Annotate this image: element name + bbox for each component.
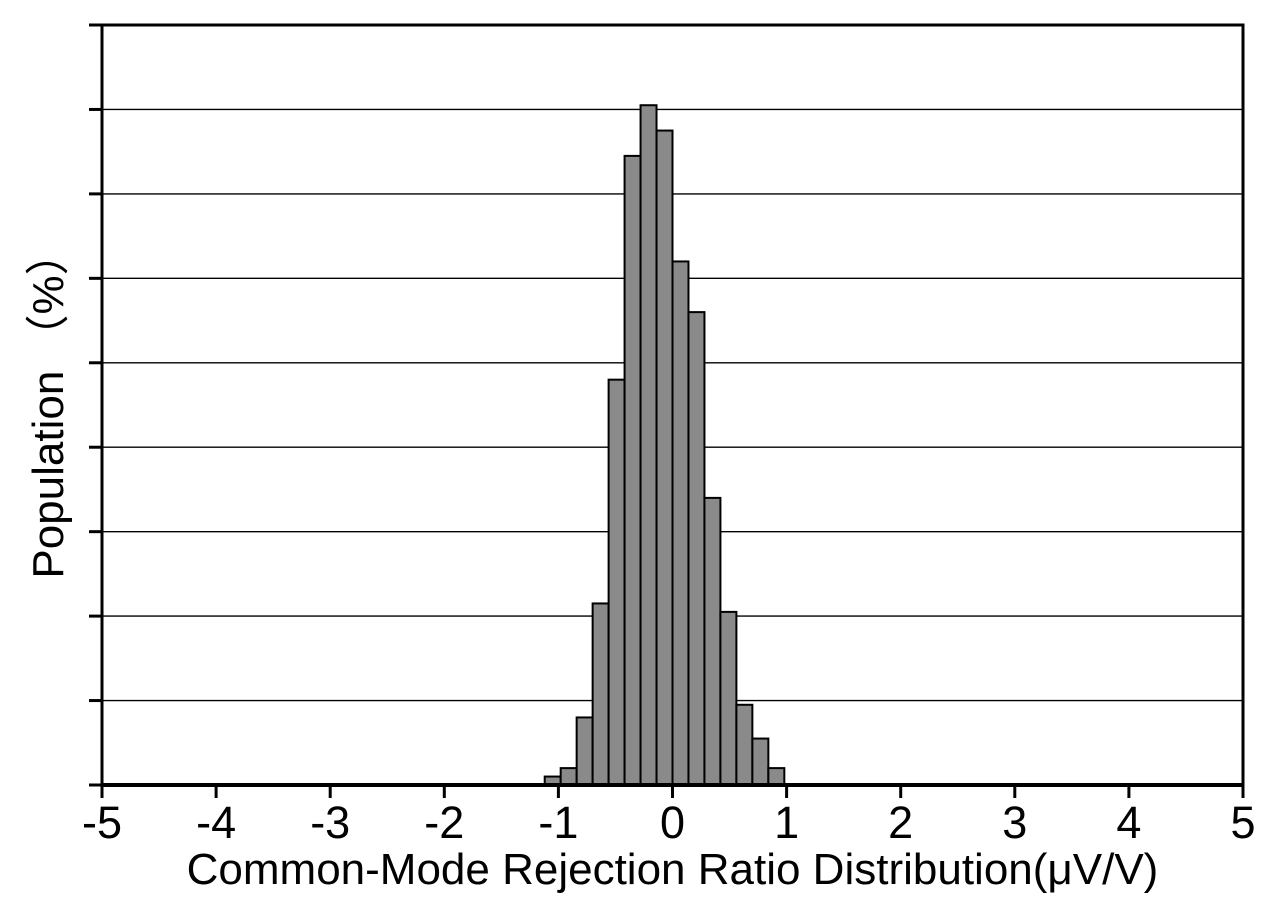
- histogram-bar: [655, 129, 674, 787]
- histogram-bar: [735, 703, 754, 786]
- x-tick-label: -2: [424, 797, 464, 848]
- histogram-bar: [671, 260, 690, 786]
- x-tick-label: -5: [82, 797, 122, 848]
- histogram-bar: [767, 767, 786, 786]
- x-tick-label: 2: [888, 797, 913, 848]
- x-tick-label: 3: [1002, 797, 1027, 848]
- x-tick-label: 5: [1230, 797, 1255, 848]
- histogram-bar: [623, 154, 642, 786]
- histogram-bar: [575, 716, 594, 787]
- histogram-bar: [719, 610, 738, 787]
- y-axis-label: Population （%）: [24, 231, 73, 579]
- x-tick-label: -4: [196, 797, 236, 848]
- x-axis-label: Common-Mode Rejection Ratio Distribution…: [186, 845, 1159, 894]
- histogram-bar: [751, 737, 770, 786]
- histogram-bar: [607, 378, 626, 786]
- x-tick-label: -1: [538, 797, 578, 848]
- histogram-bar: [687, 311, 706, 786]
- histogram-bar: [703, 496, 722, 786]
- x-tick-label: 0: [660, 797, 685, 848]
- histogram-bar: [559, 767, 578, 786]
- histogram-bar: [591, 602, 610, 787]
- x-tick-label: 1: [774, 797, 799, 848]
- x-tick-label: -3: [310, 797, 350, 848]
- histogram-bar: [639, 104, 658, 786]
- x-tick-label: 4: [1116, 797, 1141, 848]
